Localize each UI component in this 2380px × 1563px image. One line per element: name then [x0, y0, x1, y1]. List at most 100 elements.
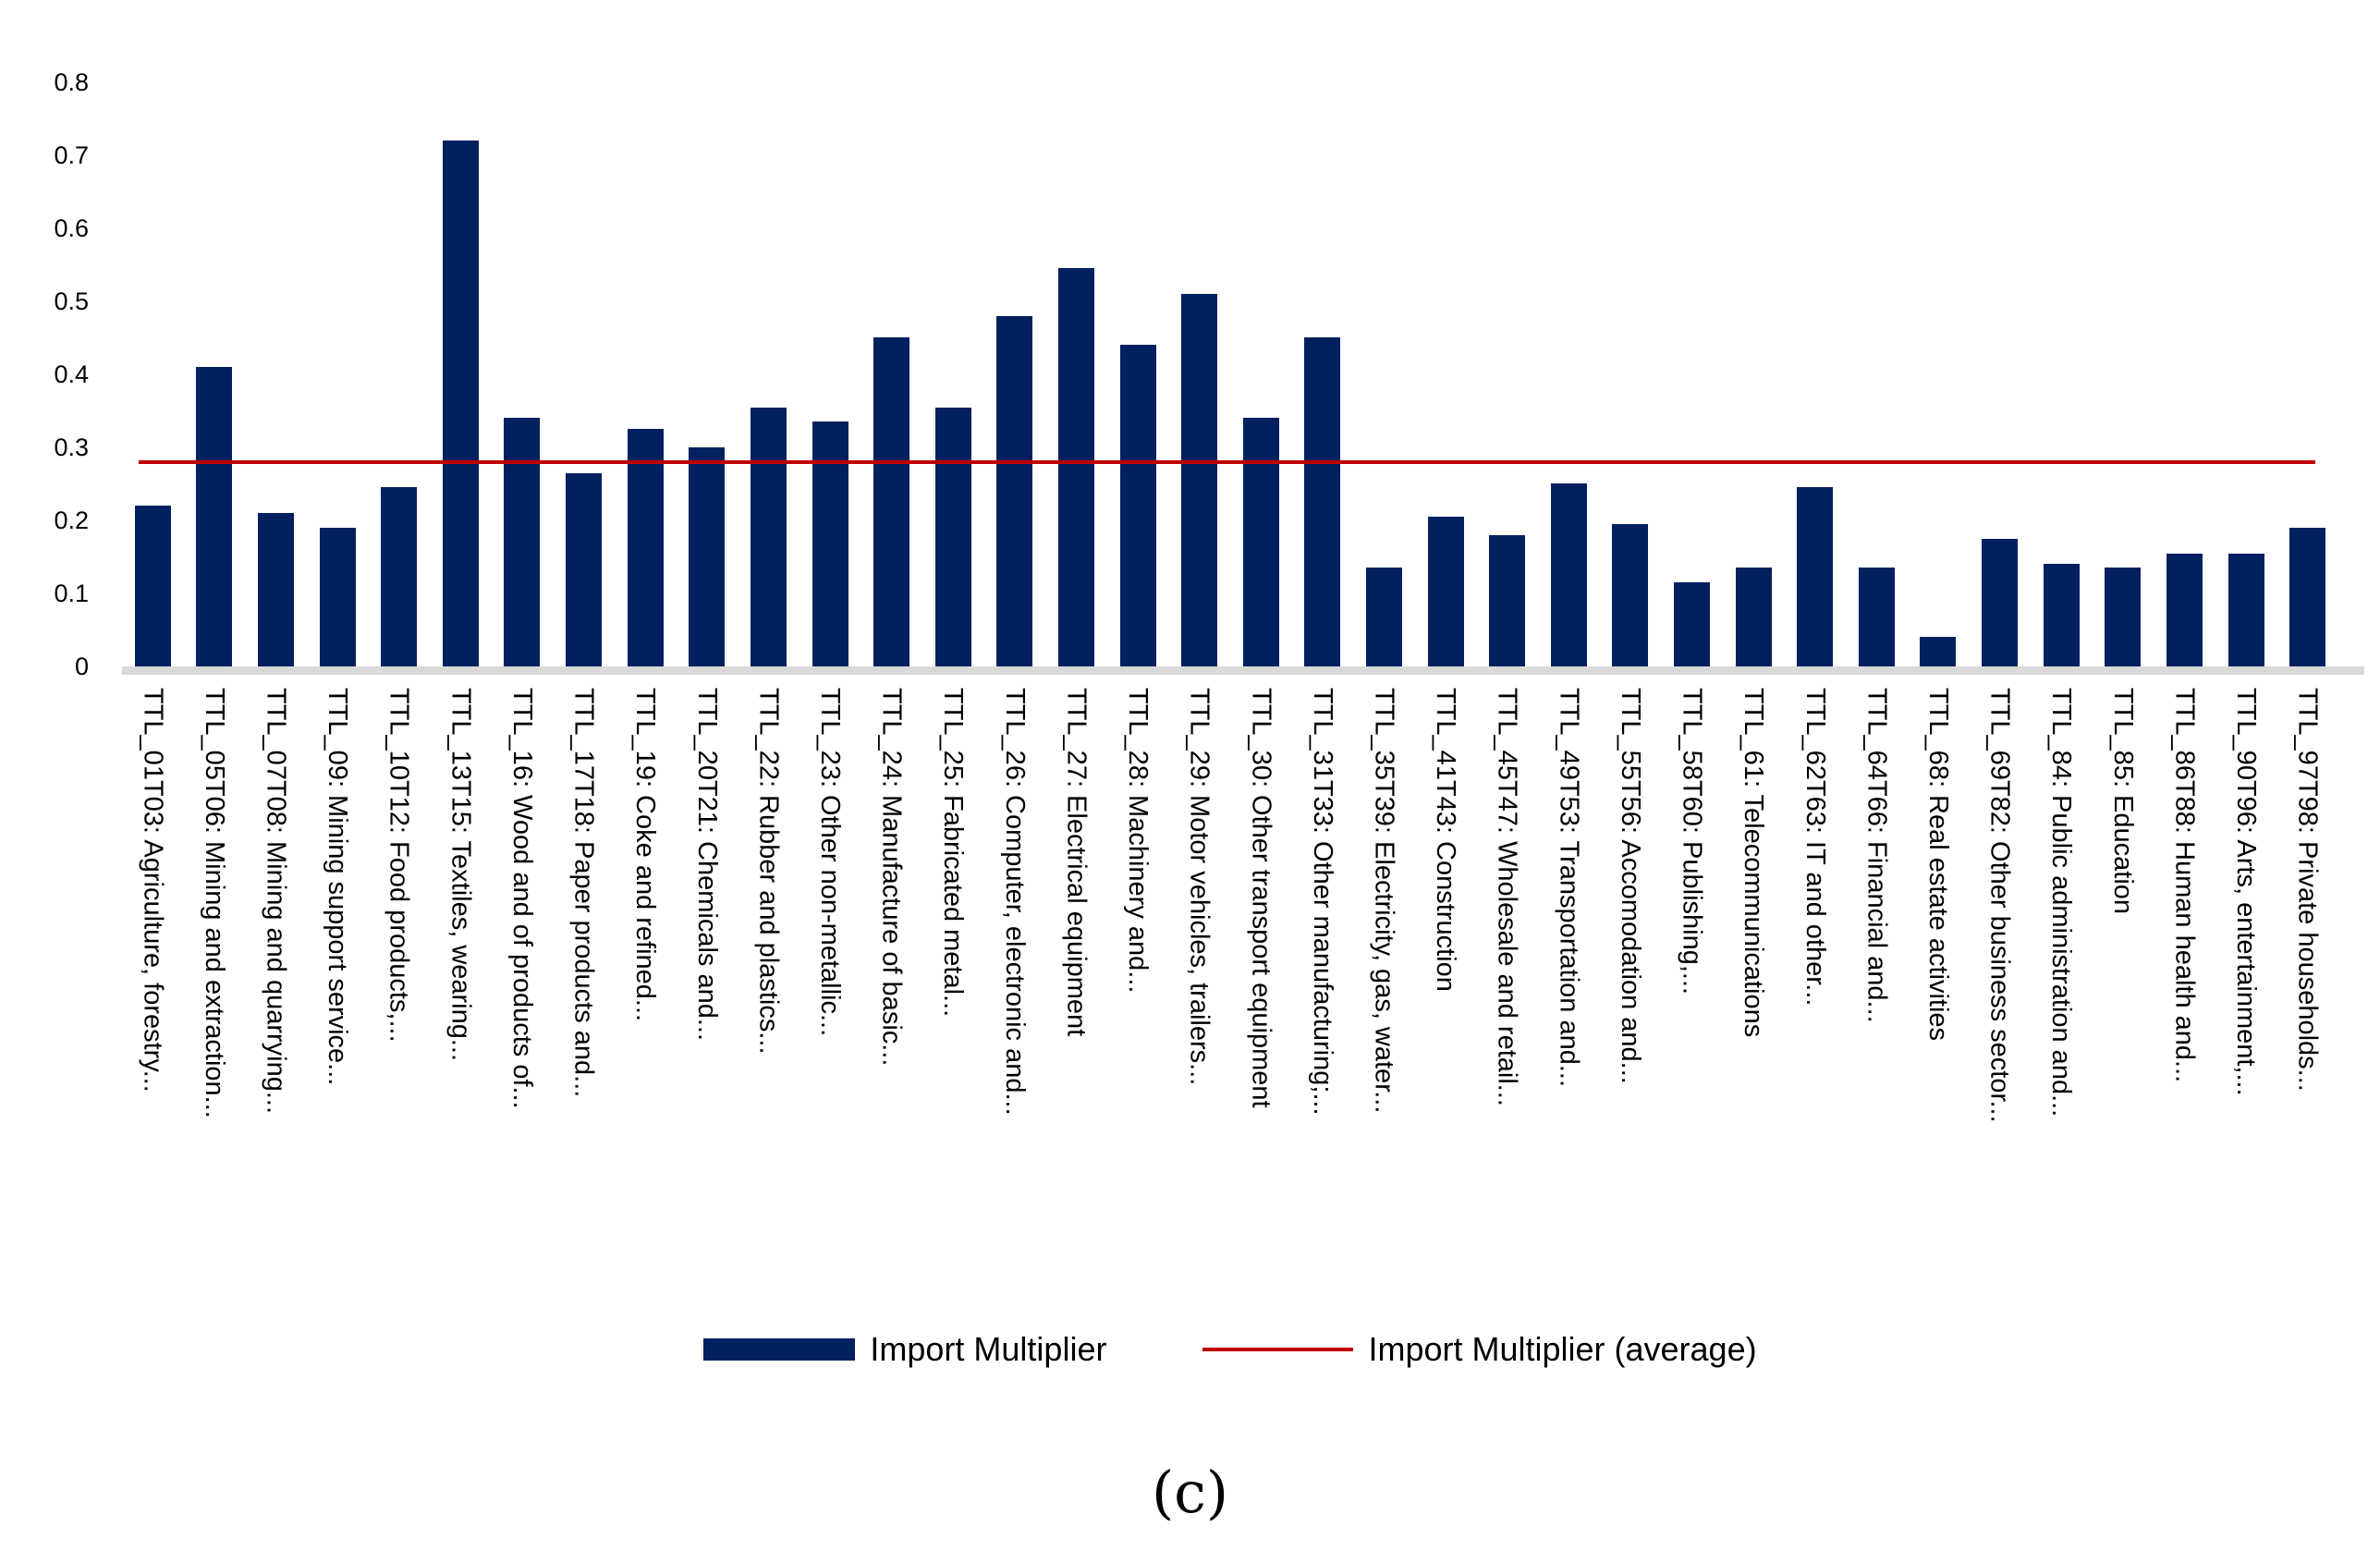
bar [2289, 528, 2326, 666]
bar-slot [738, 0, 799, 666]
bar-slot [1969, 0, 2031, 666]
bar-slot [2276, 0, 2338, 666]
x-label-slot: TTL_16: Wood and of products of... [492, 688, 554, 1307]
x-label-slot: TTL_29: Motor vehicles, trailers... [1168, 688, 1230, 1307]
x-label-slot: TTL_10T12: Food products,... [368, 688, 430, 1307]
x-label-slot: TTL_13T15: Textiles, wearing... [430, 688, 492, 1307]
category-label: TTL_16: Wood and of products of... [507, 688, 537, 1109]
x-label-slot: TTL_68: Real estate activities [1908, 688, 1970, 1307]
category-label: TTL_29: Motor vehicles, trailers... [1184, 688, 1214, 1086]
bar [1550, 483, 1587, 666]
category-label: TTL_58T60: Publishing,... [1677, 688, 1707, 995]
category-label: TTL_86T88: Human health and... [2169, 688, 2200, 1083]
category-label: TTL_55T56: Accomodation and... [1615, 688, 1645, 1084]
bar [2227, 554, 2264, 666]
bar [2166, 554, 2203, 666]
bar-slot [2215, 0, 2277, 666]
bar-slot [430, 0, 492, 666]
x-label-slot: TTL_64T66: Financial and... [1846, 688, 1908, 1307]
bar-slot [1230, 0, 1292, 666]
bar [1304, 337, 1341, 666]
bar-slot [1538, 0, 1600, 666]
bar-slot [1353, 0, 1415, 666]
x-label-slot: TTL_30: Other transport equipment [1230, 688, 1292, 1307]
x-label-slot: TTL_45T47: Wholesale and retail... [1476, 688, 1538, 1307]
x-label-slot: TTL_05T06: Mining and extraction... [184, 688, 246, 1307]
bar-slot [368, 0, 430, 666]
bar [1427, 517, 1464, 666]
bar [258, 513, 295, 666]
x-label-slot: TTL_86T88: Human health and... [2154, 688, 2215, 1307]
x-label-slot: TTL_09: Mining support service... [307, 688, 369, 1307]
bar-slot [122, 0, 184, 666]
x-label-slot: TTL_58T60: Publishing,... [1661, 688, 1723, 1307]
bar [196, 367, 233, 666]
x-label-slot: TTL_26: Computer, electronic and... [984, 688, 1046, 1307]
bar [381, 487, 418, 666]
bar-slot [1476, 0, 1538, 666]
category-label: TTL_23: Other non-metallic... [815, 688, 845, 1037]
bar [812, 421, 848, 666]
bar [1920, 637, 1957, 666]
bar [750, 408, 787, 666]
x-axis-labels: TTL_01T03: Agriculture, forestry... TTL_0… [122, 688, 2338, 1307]
x-label-slot: TTL_24: Manufacture of basic... [860, 688, 922, 1307]
x-label-slot: TTL_97T98: Private households... [2276, 688, 2338, 1307]
category-label: TTL_27: Electrical equipment [1061, 688, 1092, 1037]
bar-slot [1723, 0, 1785, 666]
category-label: TTL_69T82: Other business sector... [1984, 688, 2015, 1123]
bar-slot [1600, 0, 1662, 666]
category-label: TTL_25: Fabricated metal... [938, 688, 969, 1018]
bar [1735, 568, 1772, 666]
bar-slot [922, 0, 984, 666]
x-label-slot: TTL_85: Education [2093, 688, 2154, 1307]
bar [1119, 345, 1156, 666]
bar-slot [1168, 0, 1230, 666]
category-label: TTL_07T08: Mining and quarrying... [261, 688, 291, 1115]
legend: Import Multiplier Import Multiplier (ave… [122, 1329, 2338, 1370]
category-label: TTL_97T98: Private households... [2292, 688, 2323, 1092]
bar-slot [1661, 0, 1723, 666]
x-label-slot: TTL_20T21: Chemicals and... [676, 688, 738, 1307]
category-label: TTL_05T06: Mining and extraction... [199, 688, 229, 1118]
category-label: TTL_64T66: Financial and... [1861, 688, 1892, 1023]
category-label: TTL_10T12: Food products,... [384, 688, 414, 1043]
category-label: TTL_61: Telecommunications [1739, 688, 1769, 1038]
bar [1242, 418, 1279, 666]
x-label-slot: TTL_28: Machinery and... [1107, 688, 1169, 1307]
bar [1858, 568, 1895, 666]
bar-slot [1107, 0, 1169, 666]
y-tick-label: 0.2 [54, 507, 89, 534]
bar-slot [553, 0, 615, 666]
bar-slot [245, 0, 307, 666]
category-label: TTL_28: Machinery and... [1123, 688, 1153, 994]
bar [627, 429, 664, 666]
legend-bar-label: Import Multiplier [870, 1330, 1107, 1368]
bar [1181, 294, 1218, 666]
bar-slot [2093, 0, 2154, 666]
category-label: TTL_41T43: Construction [1431, 688, 1461, 992]
bar-slot [615, 0, 677, 666]
bar [1797, 487, 1834, 666]
bar-slot [984, 0, 1046, 666]
bar-slot [1045, 0, 1107, 666]
bar [873, 337, 910, 666]
bar-slot [2031, 0, 2093, 666]
legend-bar-swatch [703, 1338, 856, 1361]
category-label: TTL_19: Coke and refined... [630, 688, 661, 1022]
x-axis-line [122, 666, 2364, 675]
category-label: TTL_13T15: Textiles, wearing... [445, 688, 476, 1062]
bar [1612, 524, 1649, 666]
category-label: TTL_62T63: IT and other... [1800, 688, 1830, 1007]
category-label: TTL_45T47: Wholesale and retail... [1492, 688, 1522, 1106]
bar-slot [492, 0, 554, 666]
category-label: TTL_24: Manufacture of basic... [876, 688, 907, 1067]
bar [134, 506, 171, 666]
average-line [139, 460, 2315, 464]
x-label-slot: TTL_90T96: Arts, entertainment,... [2215, 688, 2277, 1307]
y-tick-label: 0.4 [54, 360, 89, 388]
bar [504, 418, 541, 666]
x-label-slot: TTL_31T33: Other manufacturing;... [1292, 688, 1354, 1307]
bar [319, 528, 356, 666]
